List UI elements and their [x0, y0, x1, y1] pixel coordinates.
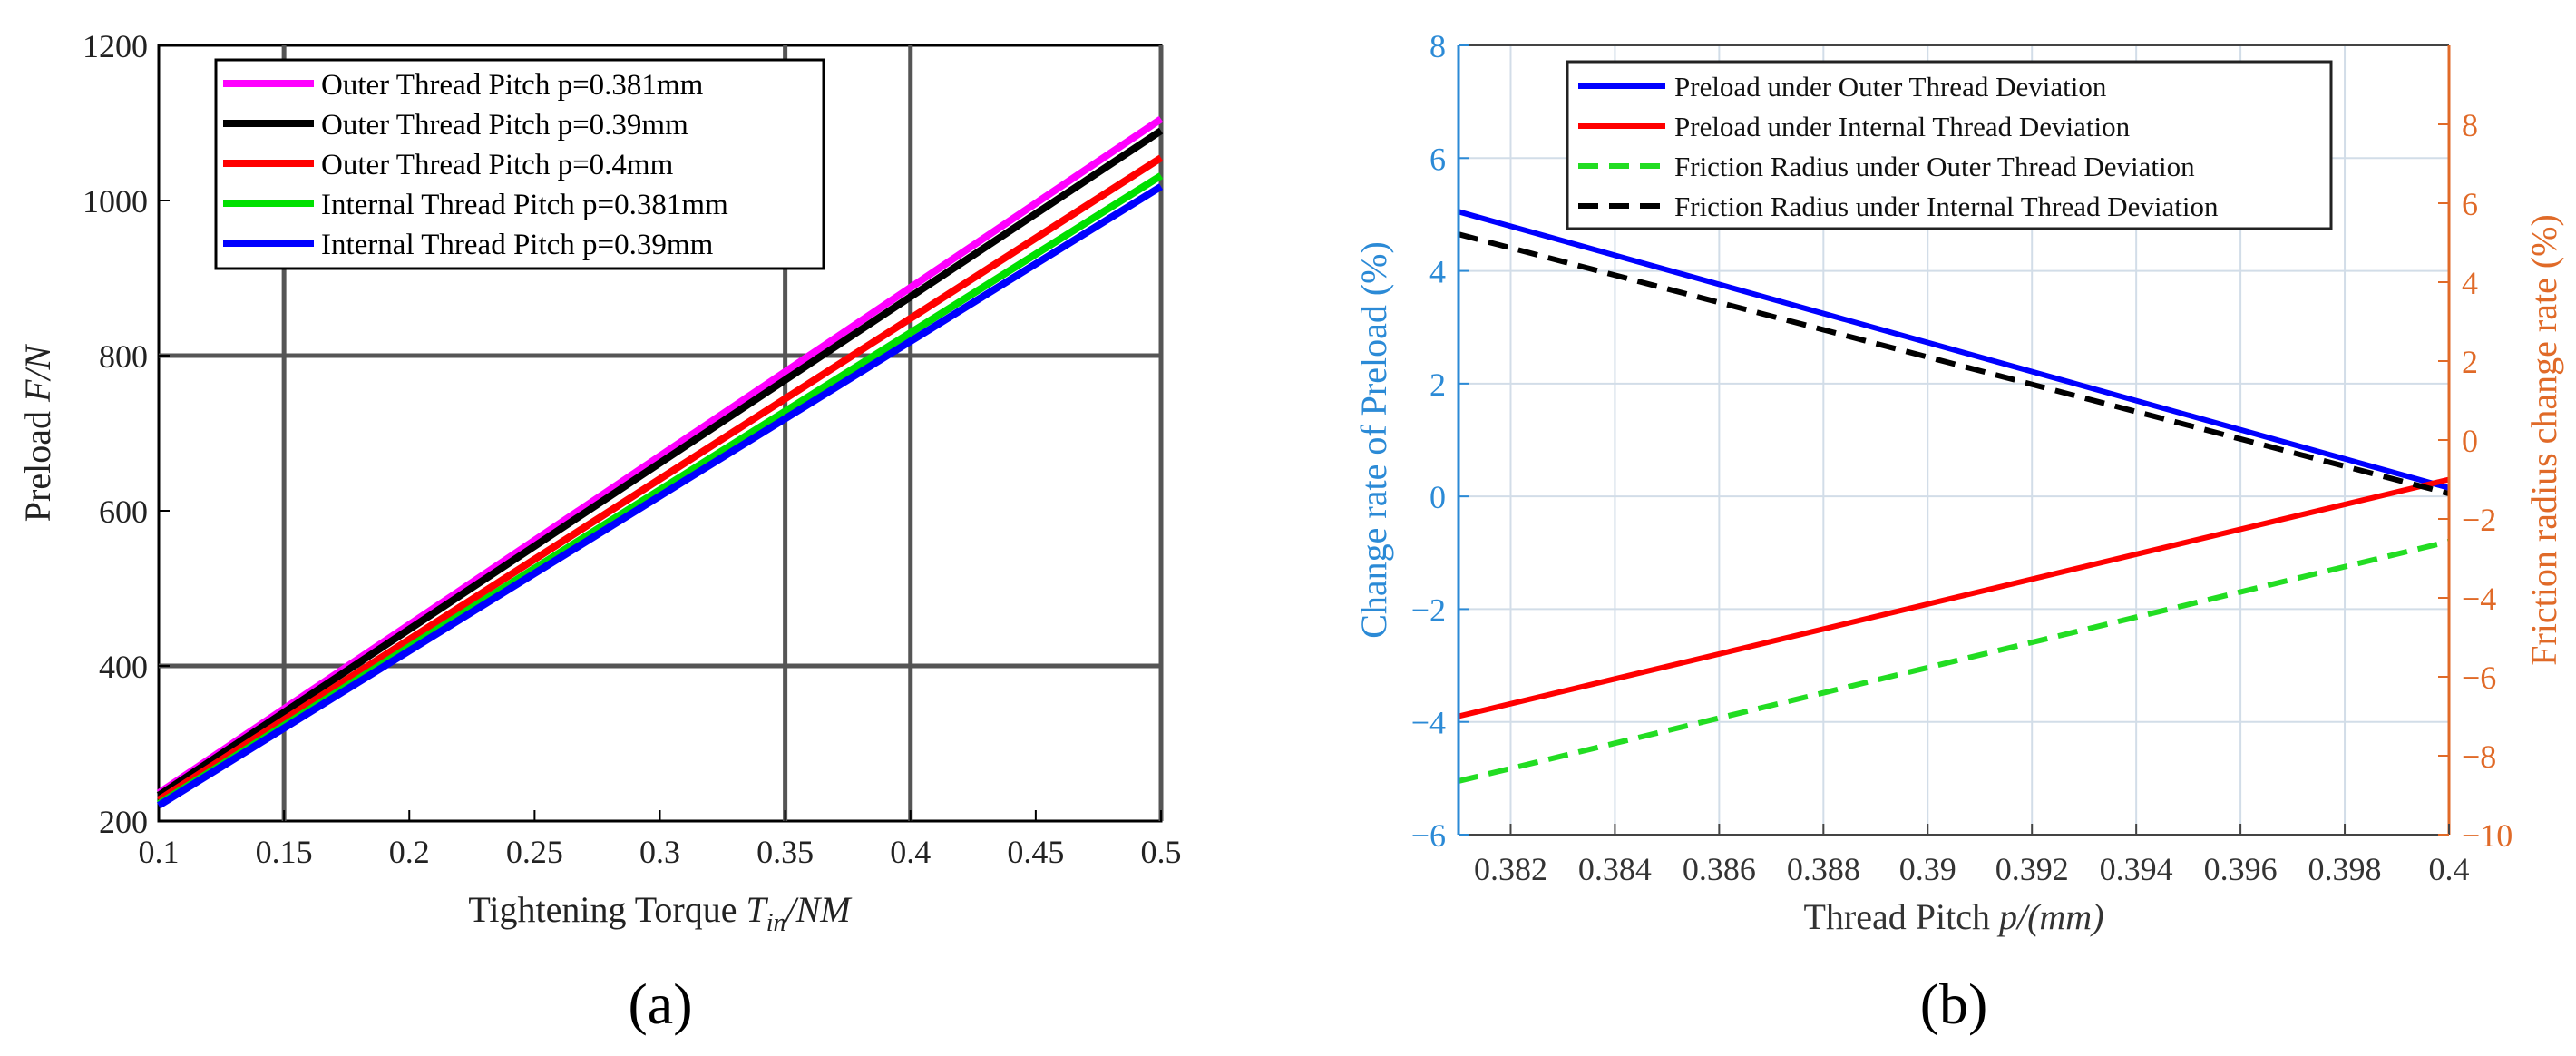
panel-a-legend-label-5: Internal Thread Pitch p=0.39mm [321, 229, 714, 261]
panel-a-legend-label-3: Outer Thread Pitch p=0.4mm [321, 149, 674, 181]
panel-b-left-tick-label: −6 [1411, 817, 1446, 854]
panel-b-right-tick-label: −4 [2462, 581, 2496, 617]
panel-a-label: (a) [628, 972, 692, 1036]
panel-b-x-tick-label: 0.382 [1474, 851, 1547, 887]
panel-b-right-tick-label: −10 [2462, 817, 2513, 854]
panel-b-right-tick-label: −6 [2462, 660, 2496, 696]
panel-a-legend-label-4: Internal Thread Pitch p=0.381mm [321, 189, 728, 221]
panel-a-x-tick-label: 0.2 [389, 834, 430, 870]
panel-b-x-tick-label: 0.39 [1899, 851, 1956, 887]
panel-a-y-tick-label: 800 [99, 338, 148, 375]
panel-a-y-tick-label: 600 [99, 494, 148, 530]
panel-a-legend: Outer Thread Pitch p=0.381mm Outer Thread… [214, 58, 825, 270]
panel-b-right-tick-label: −8 [2462, 738, 2496, 775]
panel-a-y-axis-label: Preload F/N [17, 343, 58, 522]
panel-a-x-tick-label: 0.4 [890, 834, 931, 870]
panel-b-x-axis-label: Thread Pitch p/(mm) [1803, 896, 2103, 937]
panel-b: 0.382 0.384 0.386 0.388 0.39 0.392 0.394 0.396 0… [1353, 28, 2564, 1036]
panel-b-x-tick-label: 0.394 [2100, 851, 2173, 887]
panel-b-right-y-ticks: −10 −8 −6 −4 −2 0 2 4 6 8 [2438, 107, 2513, 854]
panel-b-x-tick-label: 0.392 [1995, 851, 2069, 887]
panel-b-legend-box [1566, 60, 2333, 230]
panel-a-x-ticks: 0.1 0.15 0.2 0.25 0.3 0.35 0.4 0.45 0.5 [139, 810, 1182, 870]
panel-a-x-tick-label: 0.1 [139, 834, 180, 870]
panel-b-right-tick-label: −2 [2462, 502, 2496, 538]
panel-b-legend-label-4: Friction Radius under Internal Thread De… [1674, 191, 2219, 222]
panel-b-left-tick-label: 4 [1429, 254, 1446, 290]
panel-a-series-line-2 [156, 127, 1164, 799]
panel-b-left-tick-label: 8 [1429, 28, 1446, 64]
panel-b-x-tick-label: 0.398 [2308, 851, 2382, 887]
panel-a-x-tick-label: 0.45 [1007, 834, 1064, 870]
panel-b-series-line-3 [1458, 538, 2450, 784]
panel-a-y-tick-label: 200 [99, 804, 148, 840]
panel-b-right-tick-label: 2 [2462, 344, 2478, 380]
panel-b-right-tick-label: 8 [2462, 107, 2478, 143]
panel-b-right-tick-label: 4 [2462, 265, 2478, 301]
panel-a-y-ticks: 200 400 600 800 1000 1200 [83, 28, 170, 840]
panel-a-series [156, 115, 1164, 809]
panel-b-label: (b) [1920, 972, 1988, 1036]
panel-a-y-tick-label: 1000 [83, 183, 148, 220]
panel-a-legend-box [214, 58, 825, 270]
panel-b-x-tick-label: 0.4 [2429, 851, 2470, 887]
panel-a-x-tick-label: 0.25 [506, 834, 563, 870]
panel-a-legend-label-1: Outer Thread Pitch p=0.381mm [321, 69, 704, 102]
panel-b-x-tick-label: 0.386 [1683, 851, 1756, 887]
panel-b-x-tick-label: 0.384 [1578, 851, 1652, 887]
panel-b-left-tick-label: −4 [1411, 705, 1446, 741]
panel-b-x-ticks: 0.382 0.384 0.386 0.388 0.39 0.392 0.394 0.396 0… [1474, 824, 2470, 887]
panel-b-legend-label-1: Preload under Outer Thread Deviation [1674, 71, 2107, 103]
panel-b-left-tick-label: 2 [1429, 367, 1446, 403]
panel-a-x-tick-label: 0.15 [256, 834, 313, 870]
panel-b-left-y-axis-label: Change rate of Preload (%) [1353, 241, 1394, 639]
panel-a-x-tick-label: 0.35 [756, 834, 814, 870]
panel-b-right-y-axis-label: Friction radius change rate (%) [2523, 214, 2564, 666]
panel-a-y-tick-label: 400 [99, 649, 148, 685]
panel-b-legend-label-3: Friction Radius under Outer Thread Devia… [1674, 151, 2195, 182]
panel-b-legend: Preload under Outer Thread Deviation Prel… [1566, 60, 2333, 230]
panel-b-x-tick-label: 0.396 [2204, 851, 2278, 887]
panel-b-legend-label-2: Preload under Internal Thread Deviation [1674, 111, 2131, 142]
panel-b-right-tick-label: 0 [2462, 423, 2478, 459]
panel-a: 0.1 0.15 0.2 0.25 0.3 0.35 0.4 0.45 0.5 200 400 60… [17, 28, 1182, 1036]
panel-b-right-tick-label: 6 [2462, 186, 2478, 222]
panel-a-legend-label-2: Outer Thread Pitch p=0.39mm [321, 109, 688, 142]
panel-b-series-line-4 [1458, 231, 2450, 496]
panel-b-x-tick-label: 0.388 [1787, 851, 1860, 887]
panel-b-series-line-2 [1458, 476, 2450, 719]
panel-a-series-line-5 [156, 183, 1164, 809]
panel-a-x-tick-label: 0.5 [1141, 834, 1182, 870]
panel-a-series-line-3 [156, 154, 1164, 804]
panel-a-x-axis-label: Tightening Torque Tin/NM [468, 889, 853, 937]
panel-b-left-tick-label: 0 [1429, 479, 1446, 515]
panel-b-left-y-ticks: −6 −4 −2 0 2 4 6 8 [1411, 28, 1469, 854]
panel-b-series [1458, 209, 2450, 784]
panel-a-y-tick-label: 1200 [83, 28, 148, 64]
panel-b-left-tick-label: −2 [1411, 592, 1446, 628]
panel-b-left-tick-label: 6 [1429, 141, 1446, 177]
panel-b-series-line-1 [1458, 209, 2450, 491]
panel-a-x-tick-label: 0.3 [639, 834, 680, 870]
